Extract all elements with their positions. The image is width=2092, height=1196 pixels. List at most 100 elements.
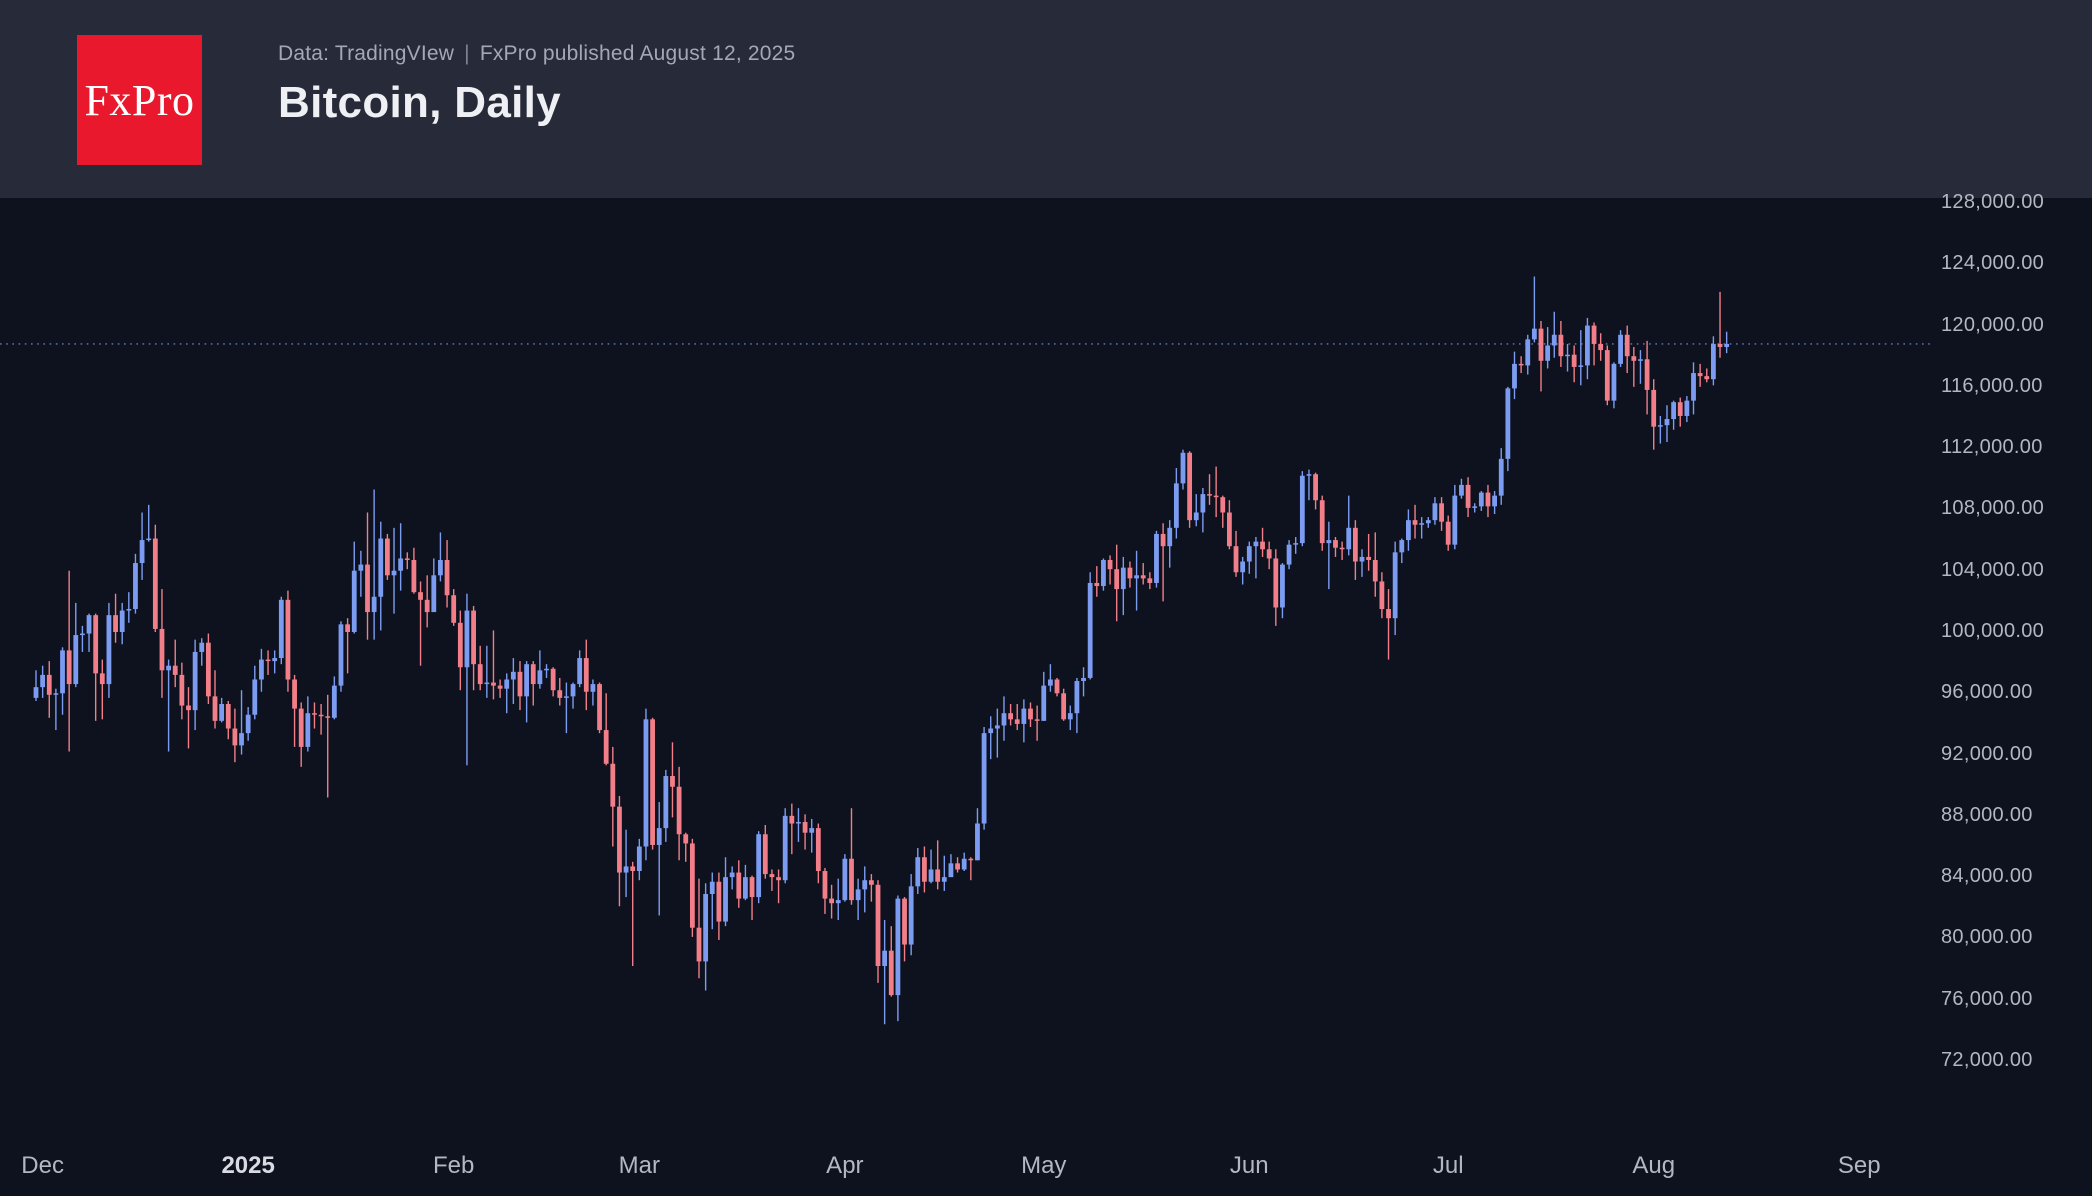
candle-wick: [174, 639, 176, 688]
candle-wick: [1135, 550, 1138, 611]
candle-body-up: [398, 558, 404, 571]
candle-wick: [850, 808, 853, 905]
candle-body-up: [1684, 400, 1690, 416]
header-bar: FxPro Data: TradingVIew | FxPro published …: [0, 0, 2092, 198]
candle-body-up: [351, 570, 357, 632]
candle-wick: [373, 489, 375, 640]
candle-body-up: [199, 642, 205, 652]
candle-body-down: [205, 642, 211, 697]
candle-body-down: [384, 538, 390, 576]
candle-body-up: [126, 609, 132, 611]
candle-body-up: [1299, 475, 1305, 544]
candle-body-up: [53, 693, 59, 695]
candle-body-down: [345, 624, 351, 632]
candle-body-down: [46, 674, 52, 695]
candle-body-up: [1041, 685, 1047, 721]
candle-body-up: [756, 834, 762, 898]
candle-body-up: [1200, 494, 1206, 513]
candle-body-up: [544, 668, 549, 671]
candle-body-up: [1074, 681, 1080, 714]
candle-wick: [187, 687, 190, 749]
candle-body-up: [1346, 527, 1352, 550]
candle-wick: [837, 878, 839, 921]
candle-body-up: [709, 881, 715, 894]
month-tick-label: 2025: [221, 1152, 275, 1179]
candle-body-down: [113, 615, 118, 632]
candle-body-down: [1439, 503, 1444, 522]
candle-body-up: [1551, 334, 1557, 346]
candle-body-down: [159, 628, 165, 671]
candle-wick: [128, 592, 130, 623]
candle-body-down: [325, 716, 331, 718]
candle-wick: [731, 866, 733, 890]
candle-body-up: [928, 869, 934, 882]
candle-body-up: [166, 665, 171, 671]
candle-wick: [1725, 331, 1728, 354]
candle-wick: [1639, 350, 1642, 384]
candle-body-up: [1657, 425, 1663, 427]
candle-body-down: [610, 763, 616, 807]
candle-body-up: [1565, 354, 1570, 357]
candle-body-down: [152, 538, 158, 629]
candle-body-down: [683, 834, 689, 844]
candle-wick: [101, 659, 103, 720]
candle-body-down: [93, 615, 99, 674]
candle-wick: [1016, 704, 1018, 731]
candle-wick: [1308, 469, 1310, 501]
candle-body-down: [444, 559, 450, 596]
candle-wick: [492, 630, 495, 700]
candle-body-up: [1710, 343, 1716, 380]
candle-body-up: [192, 651, 198, 711]
candle-body-down: [749, 877, 755, 898]
candle-wick: [870, 874, 873, 902]
candle-wick: [658, 802, 660, 916]
candle-body-up: [80, 633, 85, 636]
candle-body-up: [782, 815, 788, 881]
candle-body-down: [1412, 520, 1418, 525]
candle-body-up: [1419, 523, 1425, 525]
candle-body-down: [530, 664, 536, 685]
candle-body-down: [829, 898, 834, 904]
candle-wick: [1215, 466, 1217, 518]
candle-body-down: [1591, 325, 1597, 344]
candle-body-down: [491, 682, 496, 686]
candle-body-up: [663, 776, 669, 829]
candle-body-up: [1472, 506, 1478, 508]
candle-body-up: [484, 682, 490, 685]
candle-body-down: [1352, 527, 1358, 562]
candle-body-up: [1087, 582, 1093, 678]
candle-body-up: [729, 872, 735, 878]
candle-body-down: [212, 696, 218, 721]
price-tick-label: 116,000.00: [1941, 374, 2043, 397]
candle-body-down: [1339, 547, 1345, 550]
candle-body-up: [510, 671, 516, 680]
candle-body-up: [1578, 365, 1584, 367]
candle-body-down: [1631, 356, 1637, 361]
candle-body-down: [888, 950, 894, 996]
candle-wick: [1142, 563, 1144, 585]
candle-wick: [996, 708, 999, 758]
candle-body-down: [1558, 334, 1564, 357]
candle-body-down: [630, 866, 636, 872]
price-tick-label: 84,000.00: [1941, 865, 2033, 888]
candle-body-up: [438, 559, 443, 576]
candle-wick: [466, 593, 468, 766]
candle-body-down: [1127, 567, 1133, 579]
candle-body-up: [338, 624, 344, 686]
candle-body-up: [119, 610, 125, 632]
candle-body-down: [1518, 363, 1524, 366]
candle-body-down: [232, 728, 238, 746]
candle-body-up: [1638, 359, 1643, 361]
candle-body-down: [1107, 559, 1113, 570]
candle-wick: [148, 504, 150, 542]
candle-body-down: [285, 599, 291, 680]
candle-body-down: [968, 858, 974, 861]
candle-wick: [1367, 533, 1370, 571]
candle-body-up: [133, 563, 138, 610]
price-chart: 128,000.00 124,000.00 120,000.00 116,000.00…: [0, 191, 2092, 1196]
candle-wick: [771, 869, 773, 891]
candle-body-up: [391, 570, 397, 576]
candle-body-down: [1366, 556, 1372, 560]
candle-body-down: [1140, 575, 1146, 579]
candle-wick: [399, 523, 402, 591]
